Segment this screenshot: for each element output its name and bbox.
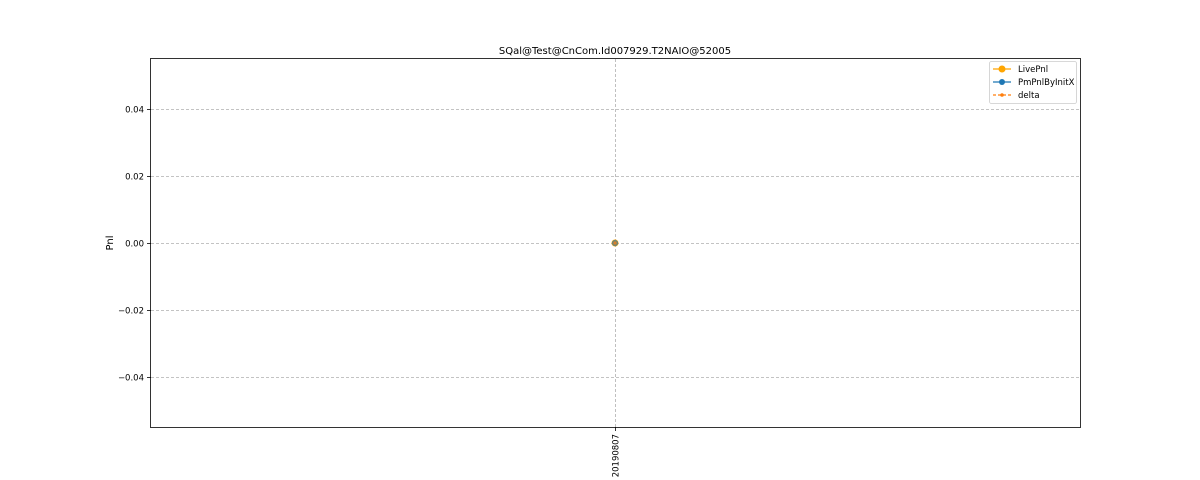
y-axis: 0.04 0.02 0.00 −0.02 −0.04 (118, 106, 151, 384)
legend-marker (999, 79, 1005, 85)
chart-title: SQal@Test@CnCom.Id007929.T2NAIO@52005 (499, 46, 731, 57)
gridlines (151, 59, 1080, 427)
legend: LivePnl PmPnlByInitX delta (989, 61, 1077, 104)
series-group (611, 239, 619, 247)
data-point (613, 241, 617, 245)
legend-marker (998, 65, 1006, 73)
x-axis: 20190807 (612, 427, 622, 477)
y-tick-label: −0.04 (118, 374, 144, 384)
y-tick-label: −0.02 (118, 307, 144, 317)
legend-frame (989, 61, 1077, 104)
y-tick-label: 0.04 (125, 106, 144, 116)
x-tick-label: 20190807 (612, 434, 622, 477)
legend-label: LivePnl (1018, 65, 1048, 75)
y-tick-label: 0.02 (125, 173, 144, 183)
legend-marker (1000, 93, 1004, 97)
legend-label: PmPnlByInitX (1018, 78, 1075, 88)
y-tick-label: 0.00 (125, 240, 144, 250)
legend-label: delta (1018, 91, 1040, 101)
series-delta (613, 241, 617, 245)
y-axis-label: Pnl (105, 236, 116, 251)
